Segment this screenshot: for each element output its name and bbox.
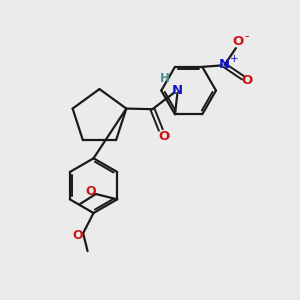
Text: O: O: [242, 74, 253, 87]
Text: O: O: [85, 185, 96, 198]
Text: N: N: [172, 84, 183, 97]
Text: O: O: [73, 229, 83, 242]
Text: O: O: [233, 35, 244, 48]
Text: N: N: [219, 58, 230, 71]
Text: +: +: [230, 54, 239, 64]
Text: O: O: [158, 130, 169, 143]
Text: H: H: [159, 72, 169, 85]
Text: -: -: [244, 30, 248, 44]
